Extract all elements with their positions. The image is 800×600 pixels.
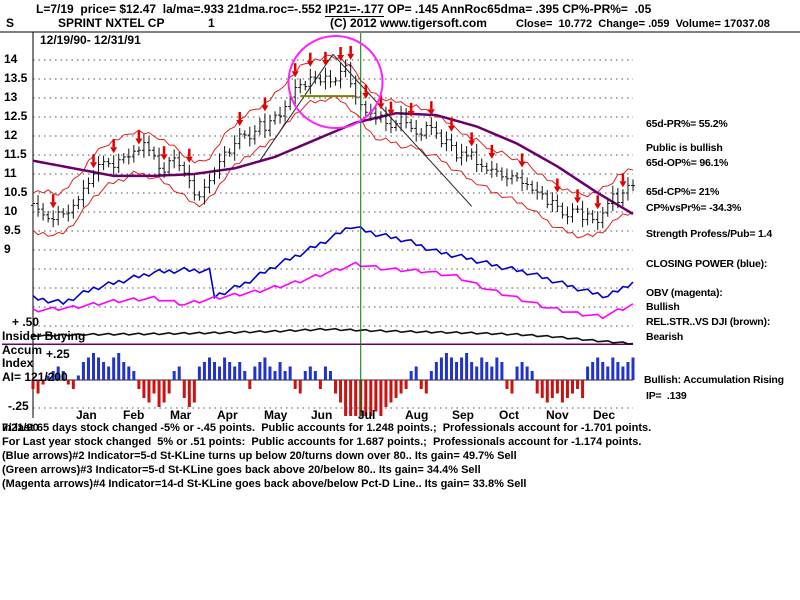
header-stats-line: L=7/19 price= $12.47 la/ma=.933 21dma.ro… (36, 2, 652, 17)
accum-label: Accum (2, 343, 43, 357)
price-axis-label: 10 (4, 204, 18, 218)
public-sentiment: Public is bullish (646, 142, 723, 154)
header-stats-post: OP= .145 AnnRoc65dma= .395 CP%-PR%= .05 (383, 2, 652, 16)
footer-line-magenta-arrows: (Magenta arrows)#4 Indicator=14-d St-KLi… (2, 478, 527, 490)
price-axis-label: 13.5 (4, 71, 28, 85)
month-label: Oct (499, 408, 520, 422)
cp65-stat: 65d-CP%= 21% (646, 186, 720, 198)
footer-line-blue-arrows: (Blue arrows)#2 Indicator=5-d St-KLine t… (2, 450, 517, 462)
month-label: Jul (358, 408, 376, 422)
header-ip21-value: IP21=-.177 (324, 2, 384, 17)
price-axis-label: 13 (4, 90, 18, 104)
op65-stat: 65d-OP%= 96.1% (646, 157, 729, 169)
month-label: Mar (170, 408, 192, 422)
ai-ratio-label: AI= 121/200 (2, 370, 68, 384)
price-axis-label: 14 (4, 52, 18, 66)
plus-25-label: +.25 (46, 347, 70, 361)
month-label: Jun (311, 408, 333, 422)
obv-legend: OBV (magenta): (646, 287, 723, 299)
close-change-volume: Close= 10.772 Change= .059 Volume= 17037… (516, 18, 770, 30)
price-axis-label: 9.5 (4, 223, 21, 237)
footer-line-green-arrows: (Green arrows)#3 Indicator=5-d St-KLine … (2, 464, 481, 476)
month-label: Feb (123, 408, 145, 422)
plus-50-label: + .50 (12, 315, 40, 329)
insider-buying-label: Insider Buying (2, 329, 86, 343)
month-label: May (264, 408, 288, 422)
relstr-legend: REL.STR..VS DJI (brown): (646, 316, 771, 328)
price-axis-label: 11.5 (4, 147, 27, 161)
scale-flag-label: S (6, 16, 15, 30)
month-label: Sep (452, 408, 475, 422)
price-axis-label: 12.5 (4, 109, 28, 123)
copyright-label: (C) 2012 www.tigersoft.com (330, 16, 487, 30)
pr65-stat: 65d-PR%= 55.2% (646, 118, 728, 130)
price-axis-label: 11 (4, 166, 17, 180)
header-stats-pre: L=7/19 price= $12.47 la/ma=.933 21dma.ro… (36, 2, 325, 16)
cpvspr-stat: CP%vsPr%= -34.3% (646, 202, 742, 214)
price-axis-label: 12 (4, 128, 18, 142)
month-label: Aug (405, 408, 429, 422)
price-axis-label: 9 (4, 242, 11, 256)
price-axis-label: 10.5 (4, 185, 28, 199)
footer-line-65d: In last 65 days stock changed -5% or -.4… (2, 422, 652, 434)
month-label: Apr (217, 408, 238, 422)
month-label: Jan (76, 408, 97, 422)
accum-status: Bullish: Accumulation Rising (644, 374, 784, 386)
month-label: Dec (593, 408, 616, 422)
ticker-number: 1 (208, 16, 215, 30)
month-label: Nov (546, 408, 569, 422)
relstr-status: Bearish (646, 331, 684, 343)
closing-power-legend: CLOSING POWER (blue): (646, 258, 768, 270)
ticker-name: SPRINT NXTEL CP (58, 16, 165, 30)
obv-status: Bullish (646, 301, 680, 313)
strength-ratio-stat: Strength Profess/Pub= 1.4 (646, 228, 772, 240)
minus-25-label: -.25 (8, 399, 29, 413)
date-range: 12/19/90- 12/31/91 (40, 33, 141, 47)
footer-overlay-date: 7/21/90 (2, 422, 39, 434)
footer-line-year: For Last year stock changed 5% or .51 po… (2, 436, 642, 448)
index-label: Index (2, 356, 34, 370)
ip-stat: IP= .139 (646, 390, 687, 402)
